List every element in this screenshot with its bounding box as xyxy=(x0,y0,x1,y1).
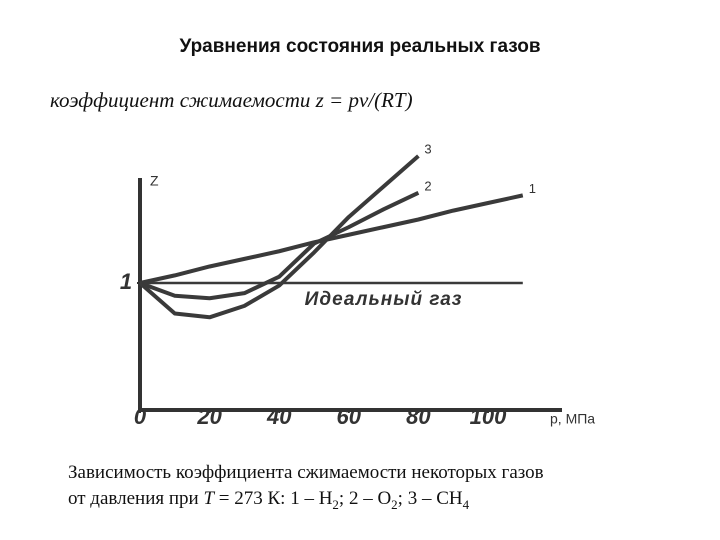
caption-text: 4 xyxy=(462,496,470,512)
line-label: 1 xyxy=(529,181,536,196)
x-tick-label: 0 xyxy=(134,404,147,429)
caption-text: от давления при xyxy=(68,488,204,509)
line-label: 3 xyxy=(424,141,431,156)
caption-text: ; 3 – CH xyxy=(397,488,463,509)
caption-text: 2 xyxy=(332,496,339,512)
caption-text: = 273 К: 1 – H xyxy=(214,488,333,509)
x-tick-label: 40 xyxy=(266,404,292,429)
slide-title: Уравнения состояния реальных газов xyxy=(179,36,541,57)
series-line xyxy=(139,193,524,285)
caption-text: T xyxy=(203,488,215,509)
caption-text: ; 2 – O xyxy=(338,488,392,509)
x-tick-label: 60 xyxy=(337,404,362,429)
series-line xyxy=(139,191,420,301)
caption-text: 2 xyxy=(391,496,398,512)
line-label: Идеальный газ xyxy=(305,289,463,310)
line-label: 2 xyxy=(424,178,431,193)
x-axis-label: p, МПа xyxy=(550,411,595,427)
caption-text: Зависимость коэффициента сжимаемости нек… xyxy=(68,462,544,483)
y-axis-label: Z xyxy=(150,173,159,189)
y-tick-label: 1 xyxy=(120,269,132,294)
x-tick-label: 20 xyxy=(196,404,222,429)
caption: Зависимость коэффициента сжимаемости нек… xyxy=(68,460,544,518)
series-line xyxy=(138,154,420,320)
x-tick-label: 100 xyxy=(470,404,507,429)
x-tick-label: 80 xyxy=(406,404,431,429)
subtitle: коэффициент сжимаемости z = pv/(RT) xyxy=(50,88,413,112)
